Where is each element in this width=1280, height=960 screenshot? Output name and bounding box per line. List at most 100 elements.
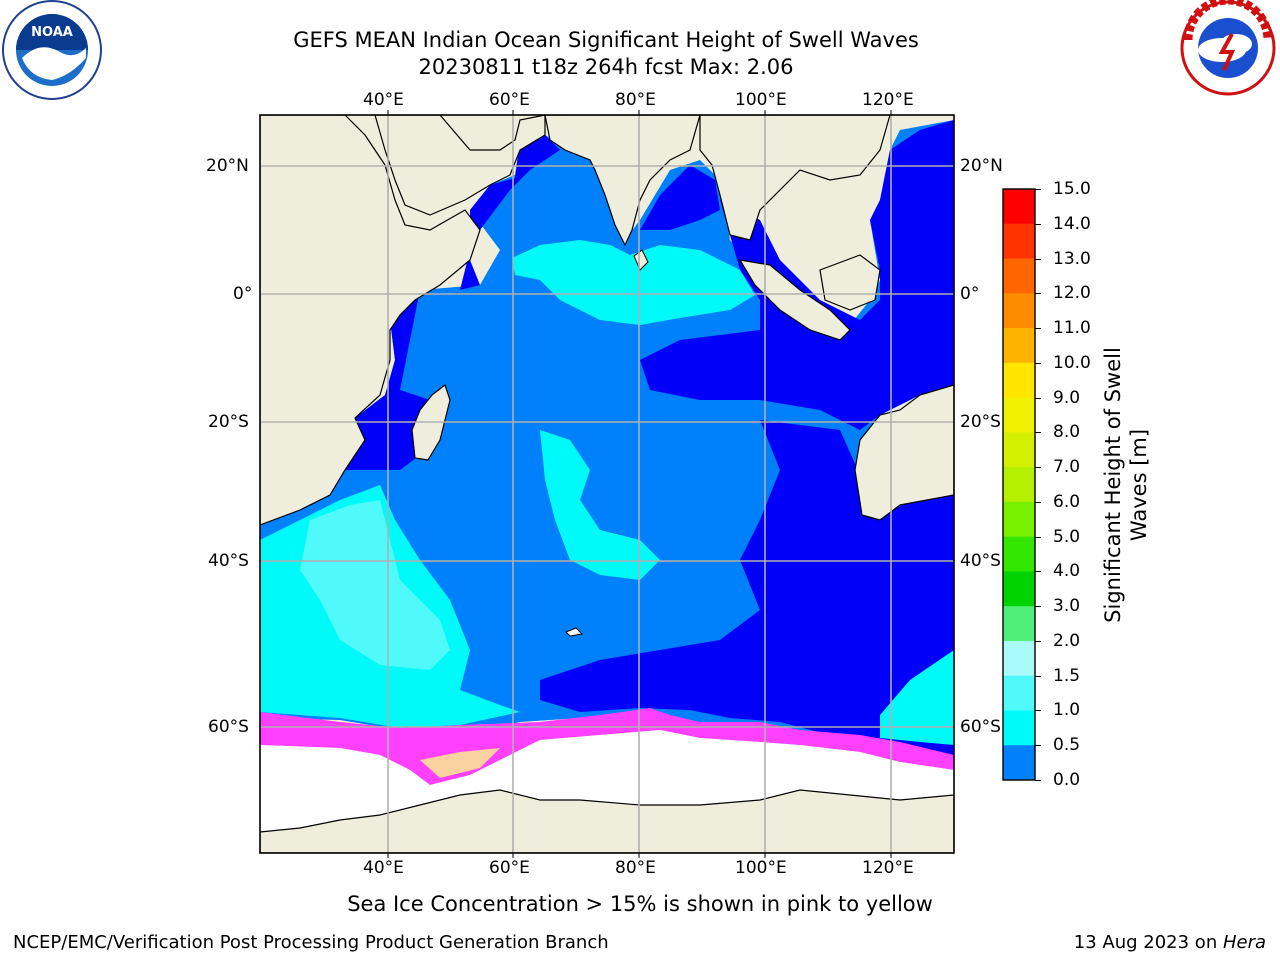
colorbar-tick-mark <box>1035 675 1041 677</box>
borneo-land <box>819 254 881 311</box>
lon-label-bottom: 100°E <box>735 858 787 878</box>
colorbar-tick-label: 11.0 <box>1053 318 1091 339</box>
colorbar-segment <box>1003 328 1035 364</box>
colorbar-tick-mark <box>1035 606 1041 608</box>
chart-title-line1: GEFS MEAN Indian Ocean Significant Heigh… <box>293 28 919 52</box>
lon-label-top: 40°E <box>363 90 404 110</box>
lon-label-top: 80°E <box>615 90 656 110</box>
colorbar-tick-label: 15.0 <box>1053 179 1091 199</box>
colorbar-tick-label: 2.0 <box>1053 630 1081 651</box>
lon-label-bottom: 60°E <box>489 858 530 878</box>
colorbar-tick-mark <box>1035 745 1041 747</box>
lat-label-left: 0° <box>233 284 253 304</box>
antarctic-ice-region <box>260 730 954 832</box>
colorbar-segment <box>1003 501 1035 538</box>
ocean-low-south <box>540 420 954 760</box>
colorbar-segment <box>1003 362 1035 399</box>
colorbar-tick-label: 14.0 <box>1053 213 1091 234</box>
sea-ice-note: Sea Ice Concentration > 15% is shown in … <box>347 892 933 916</box>
colorbar-tick-label: 4.0 <box>1053 561 1081 582</box>
ocean-low-east <box>640 120 954 430</box>
lat-label-left: 60°S <box>208 717 249 737</box>
colorbar-label-line2: Waves [m] <box>1127 428 1151 542</box>
lon-label-bottom: 80°E <box>615 858 656 878</box>
lon-label-bottom: 120°E <box>862 858 914 878</box>
colorbar-tick-label: 10.0 <box>1053 352 1091 373</box>
lon-label-bottom: 40°E <box>363 858 404 878</box>
svg-text:NOAA: NOAA <box>31 25 73 40</box>
map-grid <box>260 115 954 853</box>
colorbar-tick-mark <box>1035 328 1041 330</box>
colorbar-tick-label: 9.0 <box>1053 387 1081 408</box>
lat-label-right: 0° <box>960 284 980 304</box>
colorbar-segment <box>1003 223 1035 260</box>
colorbar-segment <box>1003 397 1035 433</box>
australia-land <box>854 384 954 521</box>
colorbar-tick-label: 6.0 <box>1053 491 1081 512</box>
colorbar-tick-mark <box>1035 362 1041 364</box>
ocean-low-arabian <box>460 135 560 290</box>
footer-credit: NCEP/EMC/Verification Post Processing Pr… <box>13 932 609 953</box>
colorbar-tick-mark <box>1035 258 1041 260</box>
colorbar-segment <box>1003 536 1035 572</box>
colorbar-tick-label: 3.0 <box>1053 596 1081 617</box>
island-small <box>565 627 584 637</box>
noaa-logo: NOAA <box>2 0 102 100</box>
colorbar-tick-mark <box>1035 536 1041 538</box>
colorbar-segment <box>1003 745 1035 781</box>
colorbar-tick-label: 0.0 <box>1053 770 1081 790</box>
colorbar-tick-label: 1.5 <box>1053 665 1081 686</box>
colorbar-segment <box>1003 640 1035 677</box>
lon-label-top: 100°E <box>735 90 787 110</box>
lat-label-left: 40°S <box>208 551 249 571</box>
footer-machine: Hera <box>1222 932 1266 953</box>
arabia-land <box>374 115 546 216</box>
ocean-high-southwest <box>300 500 450 670</box>
lon-label-top: 120°E <box>862 90 914 110</box>
colorbar-segment <box>1003 467 1035 503</box>
colorbar-tick-mark <box>1035 571 1041 573</box>
ocean-low-bay <box>640 165 720 230</box>
india-land <box>544 115 701 247</box>
footer-date: 13 Aug 2023 on Hera <box>1074 932 1266 954</box>
colorbar-tick-label: 1.0 <box>1053 700 1081 721</box>
colorbar-tick-mark <box>1035 640 1041 642</box>
lat-label-right: 60°S <box>960 717 1001 737</box>
sumatra-land <box>738 259 851 341</box>
colorbar-tick-mark <box>1035 223 1041 225</box>
colorbar-segment <box>1003 571 1035 607</box>
colorbar-tick-mark <box>1035 432 1041 434</box>
colorbar-tick-label: 8.0 <box>1053 422 1081 443</box>
colorbar-tick-label: 13.0 <box>1053 248 1091 269</box>
colorbar-tick-label: 12.0 <box>1053 283 1091 304</box>
colorbar-tick-mark <box>1035 293 1041 295</box>
ocean-mid-southeast <box>880 650 954 745</box>
colorbar-tick-mark <box>1035 710 1041 712</box>
ocean-mid-equator <box>512 240 755 325</box>
lon-label-top: 60°E <box>489 90 530 110</box>
colorbar-tick-mark <box>1035 501 1041 503</box>
nws-logo <box>1180 0 1276 96</box>
colorbar-tick-mark <box>1035 467 1041 469</box>
colorbar-segment <box>1003 293 1035 329</box>
sea-ice-inner <box>420 748 500 778</box>
colorbar-tick-label: 0.5 <box>1053 735 1081 756</box>
map-frame <box>259 114 955 854</box>
colorbar-tick-label: 5.0 <box>1053 526 1081 547</box>
colorbar <box>1002 188 1036 781</box>
colorbar-tick-mark <box>1035 397 1041 399</box>
lat-label-left: 20°S <box>208 412 249 432</box>
chart-title-line2: 20230811 t18z 264h fcst Max: 2.06 <box>418 55 794 79</box>
colorbar-segment <box>1003 675 1035 711</box>
antarctica-land <box>260 789 954 853</box>
colorbar-label-line1: Significant Height of Swell <box>1101 347 1125 623</box>
colorbar-tick-mark <box>1035 189 1041 190</box>
southeast-asia-land <box>699 115 891 241</box>
colorbar-segment <box>1003 710 1035 746</box>
colorbar-segment <box>1003 258 1035 294</box>
footer-date-text: 13 Aug 2023 on <box>1073 932 1223 953</box>
lat-label-right: 20°S <box>960 412 1001 432</box>
colorbar-tick-label: 7.0 <box>1053 457 1081 478</box>
lat-label-right: 40°S <box>960 551 1001 571</box>
